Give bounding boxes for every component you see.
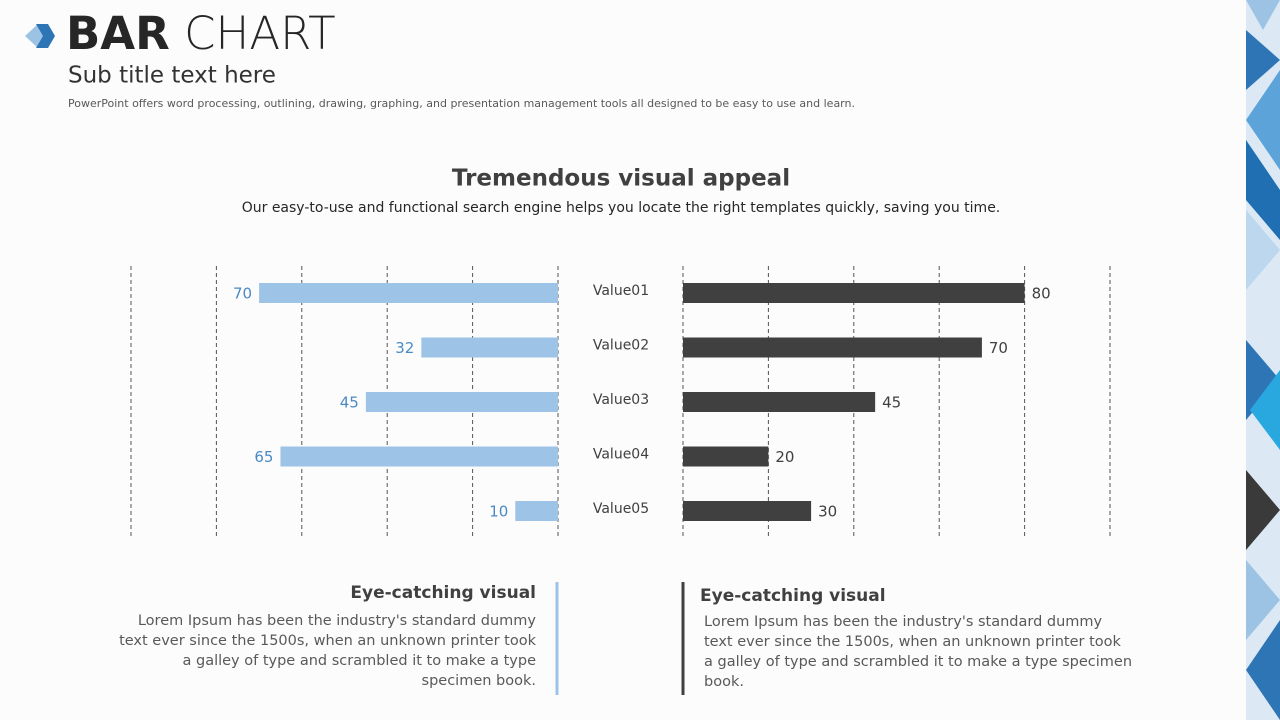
bar [421, 337, 558, 358]
note-body: Lorem Ipsum has been the industry's stan… [704, 614, 1133, 690]
note-heading: Eye-catching visual [350, 583, 536, 603]
value-label: 30 [818, 503, 837, 521]
value-label: 45 [340, 394, 359, 412]
page-title: BAR CHART [66, 7, 336, 60]
value-label: 45 [882, 394, 901, 412]
category-label: Value04 [593, 447, 649, 463]
value-label: 70 [233, 285, 252, 303]
value-label: 20 [775, 448, 794, 466]
bar [365, 392, 558, 412]
category-label: Value01 [593, 283, 649, 299]
bar [683, 501, 812, 521]
category-label: Value05 [593, 501, 649, 517]
bar [515, 501, 558, 521]
note-heading: Eye-catching visual [700, 586, 886, 606]
page-subtitle: Sub title text here [68, 63, 276, 89]
bar [683, 446, 769, 467]
value-label: 65 [254, 448, 273, 466]
bar [280, 446, 558, 467]
title-bold: BAR [66, 7, 170, 60]
category-label: Value03 [593, 392, 649, 408]
title-light: CHART [184, 7, 336, 60]
bar [683, 337, 982, 358]
bar [683, 392, 876, 412]
value-label: 32 [395, 339, 414, 357]
value-label: 10 [489, 503, 508, 521]
title-icon [36, 24, 55, 48]
note-body: Lorem Ipsum has been the industry's stan… [119, 613, 536, 689]
chart-subtitle: Our easy-to-use and functional search en… [242, 200, 1001, 216]
page-description: PowerPoint offers word processing, outli… [68, 97, 855, 110]
category-label: Value02 [593, 338, 649, 354]
bar [683, 283, 1025, 303]
decor-stripe [1246, 0, 1280, 720]
chart-title: Tremendous visual appeal [452, 166, 790, 192]
bar [259, 283, 558, 303]
value-label: 80 [1032, 285, 1051, 303]
value-label: 70 [989, 339, 1008, 357]
